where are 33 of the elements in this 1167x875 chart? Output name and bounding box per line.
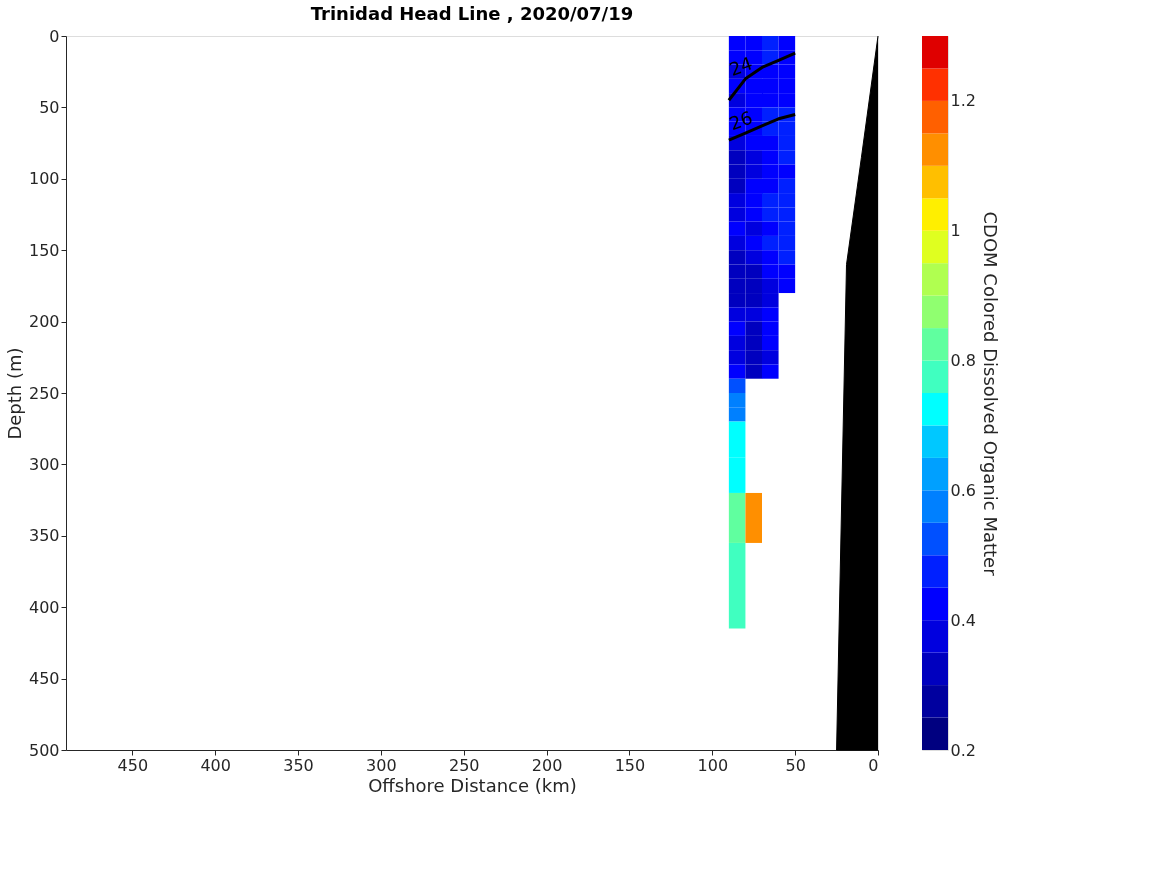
y-tick-label: 200 (28, 312, 60, 332)
chart-title: Trinidad Head Line , 2020/07/19 (310, 3, 634, 24)
color-bar-label: 1.2 (950, 91, 976, 111)
y-tick-label: 500 (28, 740, 60, 760)
color-bar-label: 1 (950, 221, 961, 241)
x-tick-label: 350 (283, 755, 314, 775)
x-tick-label: 100 (697, 755, 729, 775)
x-tick-label: 450 (117, 755, 149, 775)
color-bar-label: 0.8 (950, 351, 976, 371)
y-tick-label: 0 (49, 26, 60, 46)
y-tick-label: 350 (28, 526, 60, 546)
y-tick-label: 100 (28, 169, 60, 189)
x-tick-label: 200 (531, 755, 563, 775)
x-tick-label: 150 (614, 755, 646, 775)
x-tick-label: 50 (785, 755, 806, 775)
x-tick-label: 300 (366, 755, 397, 775)
color-bar-label: 0.4 (950, 610, 976, 630)
x-axis-title: Offshore Distance (km) (368, 774, 577, 796)
y-tick-label: 150 (28, 240, 60, 260)
y-axis-title: Depth (m) (3, 347, 25, 440)
y-tick-label: 450 (28, 669, 60, 689)
x-tick-label: 250 (448, 755, 480, 775)
annotation: 26 (726, 106, 756, 135)
y-tick-label: 300 (28, 454, 60, 474)
color-bar-label: 0.6 (950, 480, 976, 500)
color-bar-label: 0.2 (950, 740, 976, 760)
x-tick-label: 400 (200, 755, 231, 775)
annotation: 24 (726, 52, 756, 80)
y-tick-label: 50 (39, 97, 60, 117)
y-tick-label: 400 (28, 597, 60, 617)
color-bar-title: CDOM Colored Dissolved Organic Matter (979, 211, 1001, 577)
x-tick-label: 0 (868, 755, 879, 775)
y-tick-label: 250 (28, 383, 60, 403)
